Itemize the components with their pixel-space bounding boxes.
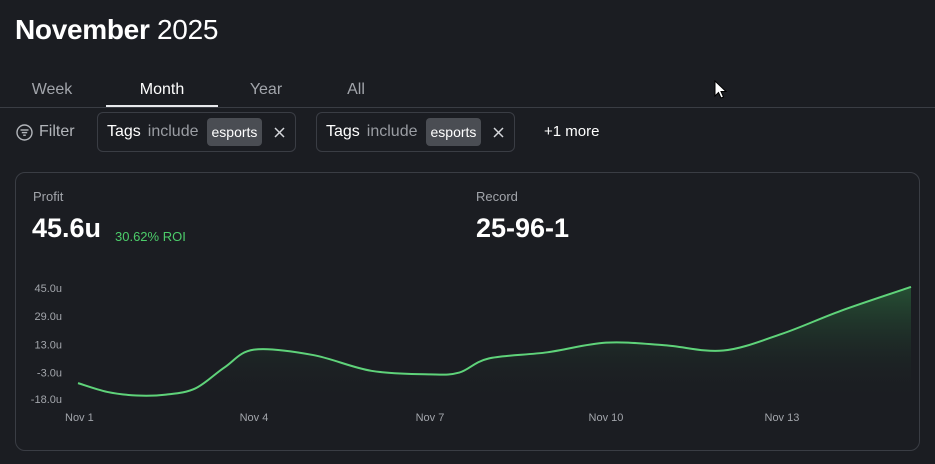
chip-remove-button[interactable] [493,126,504,138]
filter-label: Filter [39,123,75,140]
tab-year[interactable]: Year [249,81,283,98]
chip-value: esports [206,118,263,146]
roi-value: 30.62% ROI [115,229,186,244]
y-tick-label: -3.0u [37,368,62,380]
filter-chip[interactable]: Tags include esports [97,112,297,152]
profit-chart: 45.0u 29.0u 13.0u -3.0u -18.0u Nov 1 Nov 4 Nov… [31,283,912,424]
chip-operator: include [147,123,199,140]
x-tick-label: Nov 4 [240,412,269,424]
more-filters-link[interactable]: +1 more [544,123,600,140]
x-tick-label: Nov 10 [589,412,624,424]
close-icon [493,126,504,138]
x-tick-label: Nov 7 [416,412,445,424]
profit-line [77,285,912,397]
filter-button[interactable]: Filter [16,121,75,143]
chip-field: Tags [107,123,141,140]
profit-value: 45.6u [32,213,102,243]
page-title: November 2025 [15,14,218,46]
filter-bar: Filter Tags include esports Tags include… [0,111,935,153]
x-tick-label: Nov 1 [65,412,94,424]
tab-week[interactable]: Week [31,81,73,98]
mouse-cursor-icon [714,80,728,99]
y-tick-label: 45.0u [34,283,62,295]
y-tick-label: -18.0u [31,394,62,406]
filter-chip[interactable]: Tags include esports [316,112,516,152]
record-value: 25-96-1 [476,213,570,243]
profit-area [78,286,911,401]
stats-card: Profit 45.6u 30.62% ROI Record 25-96-1 4… [15,172,920,451]
chip-field: Tags [326,123,360,140]
period-tabs: Week Month Year All [0,72,935,108]
tab-month[interactable]: Month [106,72,218,107]
chip-value: esports [425,118,482,146]
chip-remove-button[interactable] [274,126,285,138]
title-month: November [15,14,150,45]
title-year: 2025 [157,14,219,45]
close-icon [274,126,285,138]
tab-all[interactable]: All [347,81,365,98]
filter-icon [16,123,33,141]
x-tick-label: Nov 13 [765,412,800,424]
profit-label: Profit [33,189,64,204]
y-tick-label: 13.0u [34,339,62,351]
y-tick-label: 29.0u [34,311,62,323]
chip-operator: include [366,123,418,140]
record-label: Record [476,189,518,204]
